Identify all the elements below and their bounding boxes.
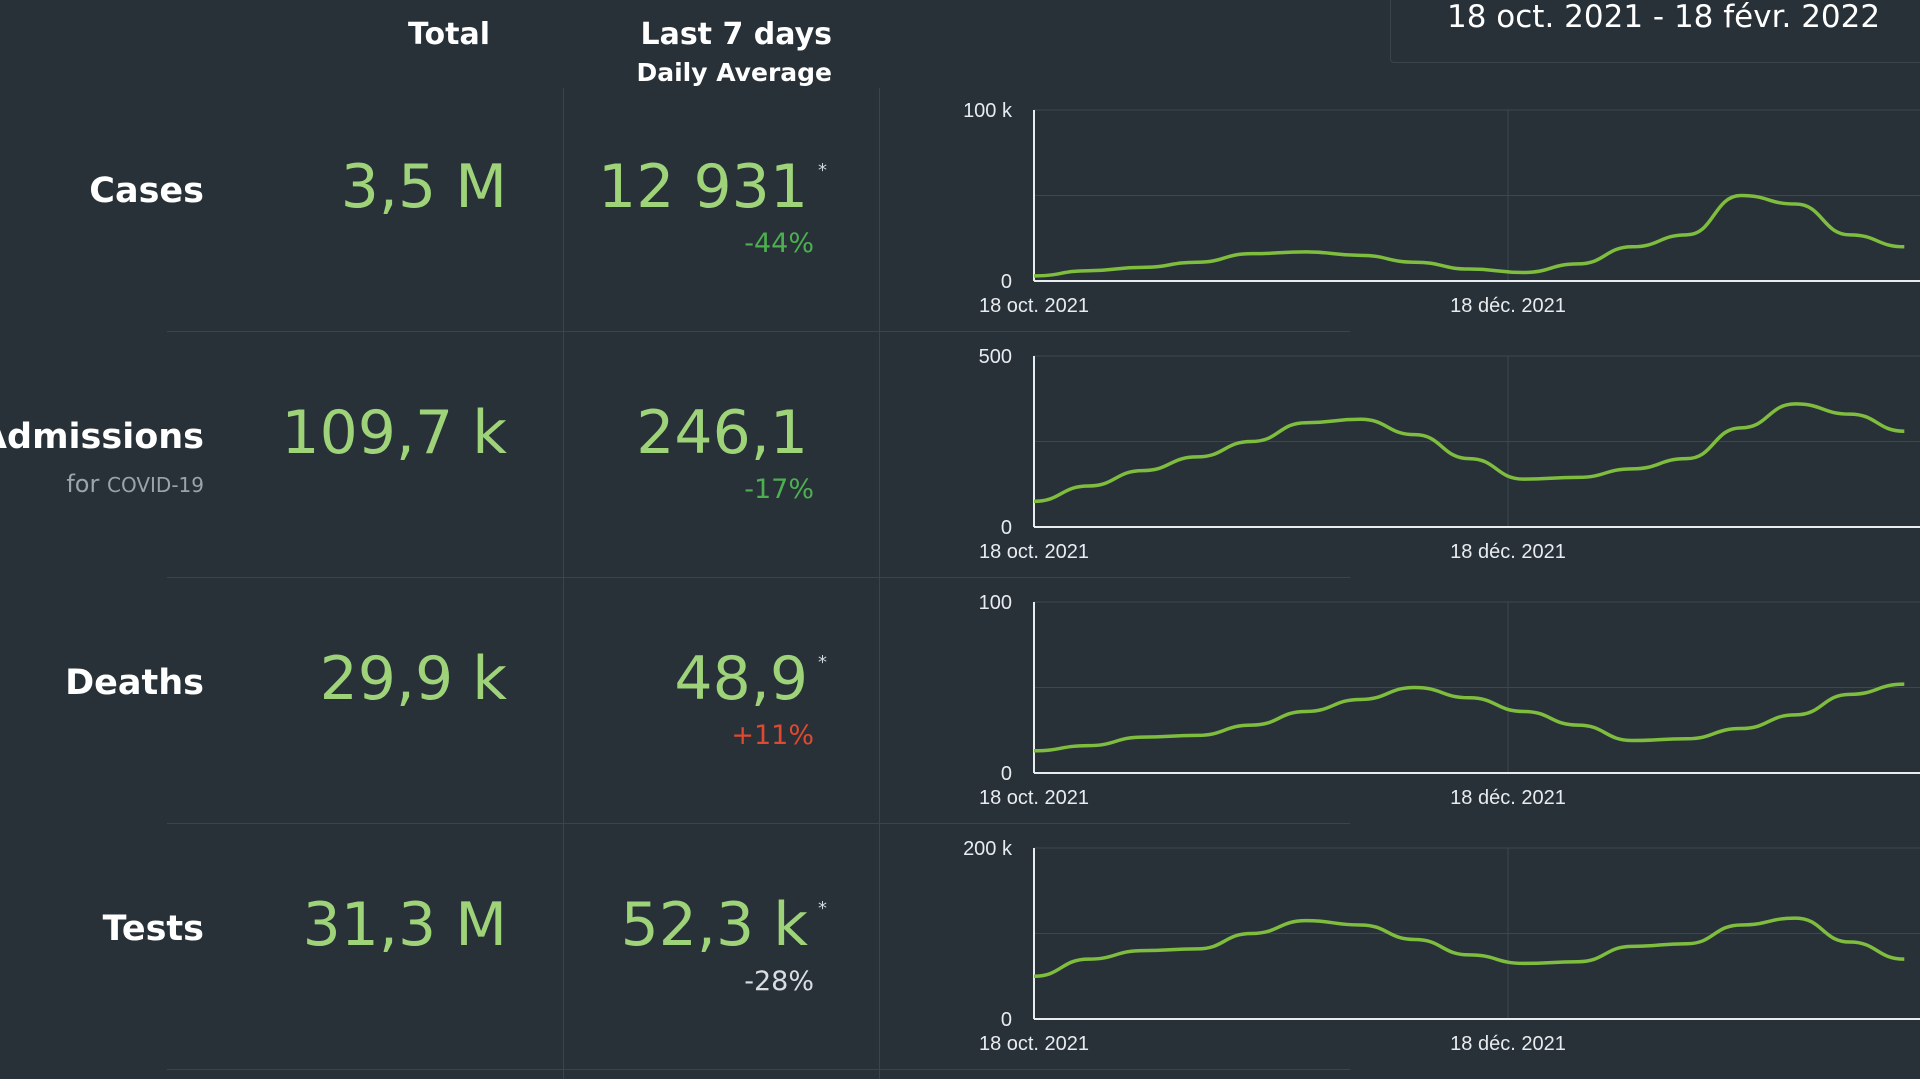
- x-tick-label: 18 oct. 2021: [979, 295, 1089, 317]
- x-tick-label: 18 déc. 2021: [1450, 1033, 1566, 1055]
- change-deaths: +11%: [731, 720, 814, 751]
- avg-value-deaths: 48,9: [674, 644, 808, 714]
- row-label-cases: Cases: [89, 171, 204, 211]
- row-label-deaths: Deaths: [65, 663, 204, 703]
- row-divider: [167, 1069, 1350, 1070]
- deaths-chart-svg: 0 100 18 oct. 2021 18 déc. 2021: [979, 592, 1920, 809]
- cases-chart-svg: 0 100 k 18 oct. 2021 18 déc. 2021: [963, 100, 1920, 317]
- y-tick-label: 100: [979, 592, 1012, 614]
- x-tick-label: 18 oct. 2021: [979, 1033, 1089, 1055]
- row-divider: [167, 331, 1350, 332]
- y-tick-label: 0: [1001, 271, 1012, 293]
- change-cases: -44%: [744, 228, 814, 259]
- column-divider: [879, 88, 880, 1079]
- row-divider: [167, 577, 1350, 578]
- total-value-deaths: 29,9 k: [319, 644, 507, 714]
- avg-value-admissions: 246,1: [636, 398, 808, 468]
- row-label-admissions: al Admissions: [0, 417, 204, 457]
- row-label-tests: Tests: [102, 909, 204, 949]
- row-divider: [167, 823, 1350, 824]
- change-admissions: -17%: [744, 474, 814, 505]
- x-tick-label: 18 oct. 2021: [979, 541, 1089, 563]
- admissions-chart-svg: 0 500 18 oct. 2021 18 déc. 2021: [979, 346, 1920, 563]
- x-tick-label: 18 déc. 2021: [1450, 787, 1566, 809]
- change-tests: -28%: [744, 966, 814, 997]
- column-divider: [563, 88, 564, 1079]
- daily-average-header: Daily Average: [636, 58, 832, 87]
- tests-chart-svg: 0 200 k 18 oct. 2021 18 déc. 2021: [963, 838, 1920, 1055]
- avg-value-cases: 12 931: [598, 152, 808, 222]
- series-line: [1033, 682, 1905, 753]
- tests-chart: 0 200 k 18 oct. 2021 18 déc. 2021: [940, 833, 1920, 1073]
- total-value-admissions: 109,7 k: [281, 398, 507, 468]
- cases-chart: 0 100 k 18 oct. 2021 18 déc. 2021: [940, 95, 1920, 335]
- x-tick-label: 18 déc. 2021: [1450, 295, 1566, 317]
- footnote-asterisk: *: [818, 652, 827, 673]
- total-value-cases: 3,5 M: [340, 152, 507, 222]
- y-tick-label: 0: [1001, 517, 1012, 539]
- total-column-header: Total: [408, 17, 490, 52]
- y-tick-label: 0: [1001, 1009, 1012, 1031]
- series-line: [1033, 916, 1905, 978]
- sublabel-covid: COVID-19: [106, 473, 204, 497]
- series-line: [1033, 402, 1905, 504]
- y-tick-label: 200 k: [963, 838, 1013, 860]
- deaths-chart: 0 100 18 oct. 2021 18 déc. 2021: [940, 587, 1920, 827]
- y-tick-label: 500: [979, 346, 1012, 368]
- x-tick-label: 18 oct. 2021: [979, 787, 1089, 809]
- x-tick-label: 18 déc. 2021: [1450, 541, 1566, 563]
- sublabel-for: for: [66, 470, 100, 498]
- y-tick-label: 100 k: [963, 100, 1013, 122]
- series-line: [1033, 193, 1905, 278]
- admissions-chart: 0 500 18 oct. 2021 18 déc. 2021: [940, 341, 1920, 581]
- footnote-asterisk: *: [818, 160, 827, 181]
- date-range-text: 18 oct. 2021 - 18 févr. 2022: [1447, 0, 1881, 35]
- row-sublabel-admissions: for COVID-19: [66, 470, 204, 498]
- avg-value-tests: 52,3 k: [620, 890, 808, 960]
- footnote-asterisk: *: [818, 898, 827, 919]
- y-tick-label: 0: [1001, 763, 1012, 785]
- date-range-picker[interactable]: 18 oct. 2021 - 18 févr. 2022: [1390, 0, 1920, 63]
- total-value-tests: 31,3 M: [302, 890, 507, 960]
- last-7-days-header: Last 7 days: [640, 17, 832, 52]
